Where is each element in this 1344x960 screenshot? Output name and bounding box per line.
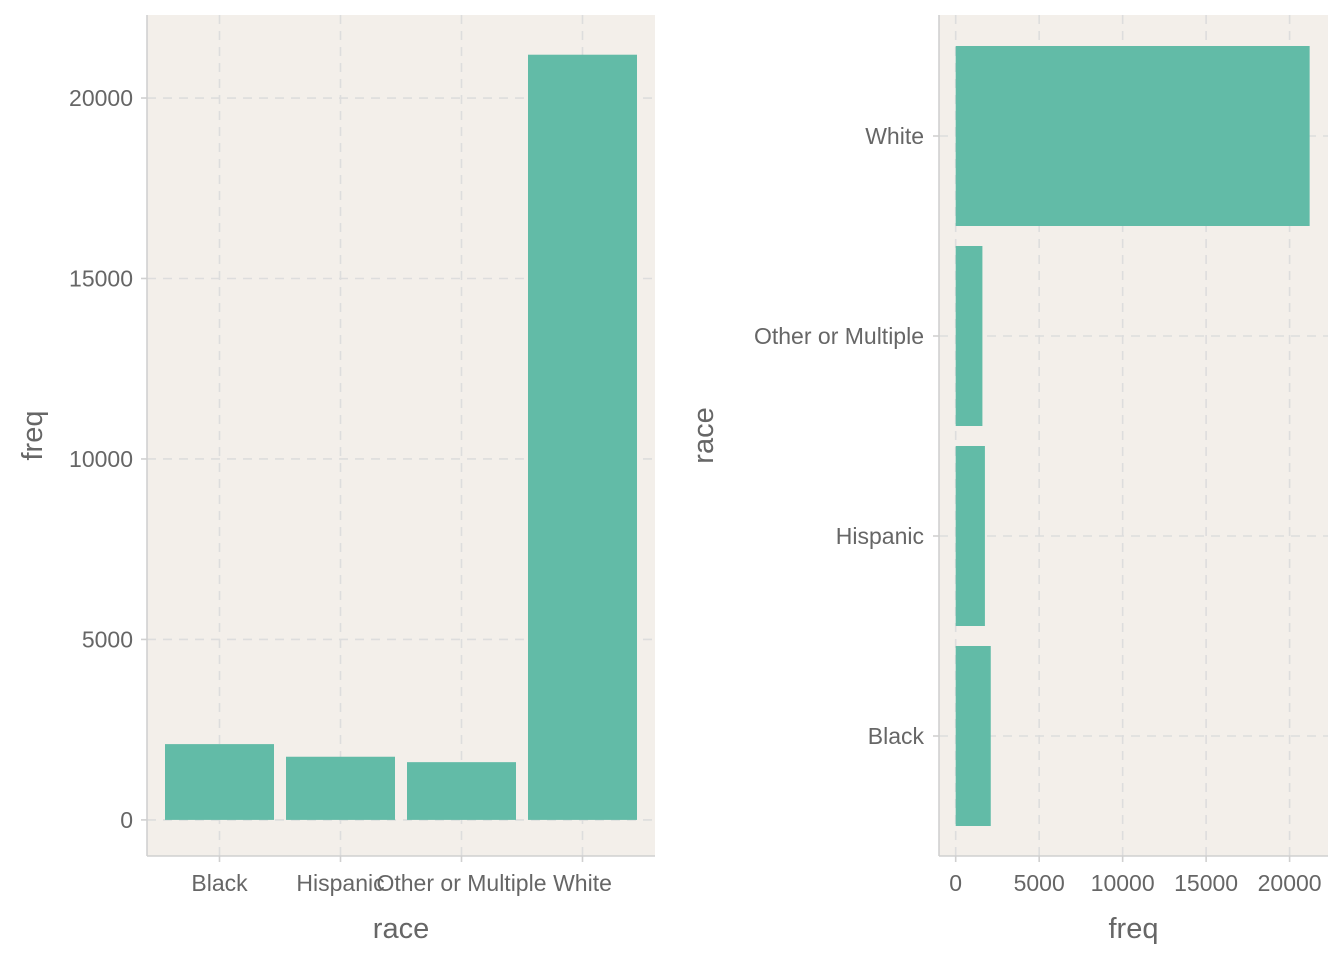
x-tick-label: White bbox=[553, 870, 612, 896]
y-tick-label: 20000 bbox=[69, 85, 133, 111]
bar-other-or-multiple bbox=[407, 762, 516, 820]
x-tick-label: 0 bbox=[949, 870, 962, 896]
bar-hispanic bbox=[286, 756, 395, 820]
bar-hispanic bbox=[955, 446, 985, 626]
y-tick-label: Other or Multiple bbox=[754, 323, 924, 349]
y-tick-label: 0 bbox=[120, 807, 133, 833]
y-axis-title: freq bbox=[17, 411, 49, 461]
x-tick-label: 20000 bbox=[1258, 870, 1322, 896]
bar-black bbox=[165, 744, 274, 820]
bar-white bbox=[955, 46, 1310, 226]
y-tick-label: 15000 bbox=[69, 265, 133, 291]
y-tick-label: Hispanic bbox=[836, 523, 924, 549]
horizontal-bar-chart: 0 5000 10000 15000 20000 Black Hispanic Other o… bbox=[688, 15, 1328, 945]
y-axis-title: race bbox=[688, 407, 720, 463]
x-tick-label: Other or Multiple bbox=[376, 870, 546, 896]
bar-other-or-multiple bbox=[955, 246, 983, 426]
y-tick-label: Black bbox=[868, 723, 925, 749]
bar-white bbox=[528, 54, 637, 820]
x-axis-title: freq bbox=[1109, 913, 1159, 945]
x-axis-title: race bbox=[373, 913, 429, 945]
y-tick-label: White bbox=[865, 123, 924, 149]
x-tick-label: Black bbox=[191, 870, 248, 896]
x-tick-label: 5000 bbox=[1014, 870, 1065, 896]
y-tick-label: 5000 bbox=[82, 626, 133, 652]
y-tick-label: 10000 bbox=[69, 446, 133, 472]
x-tick-label: 15000 bbox=[1174, 870, 1238, 896]
bar-black bbox=[955, 646, 991, 826]
x-tick-label: 10000 bbox=[1091, 870, 1155, 896]
x-tick-label: Hispanic bbox=[296, 870, 384, 896]
